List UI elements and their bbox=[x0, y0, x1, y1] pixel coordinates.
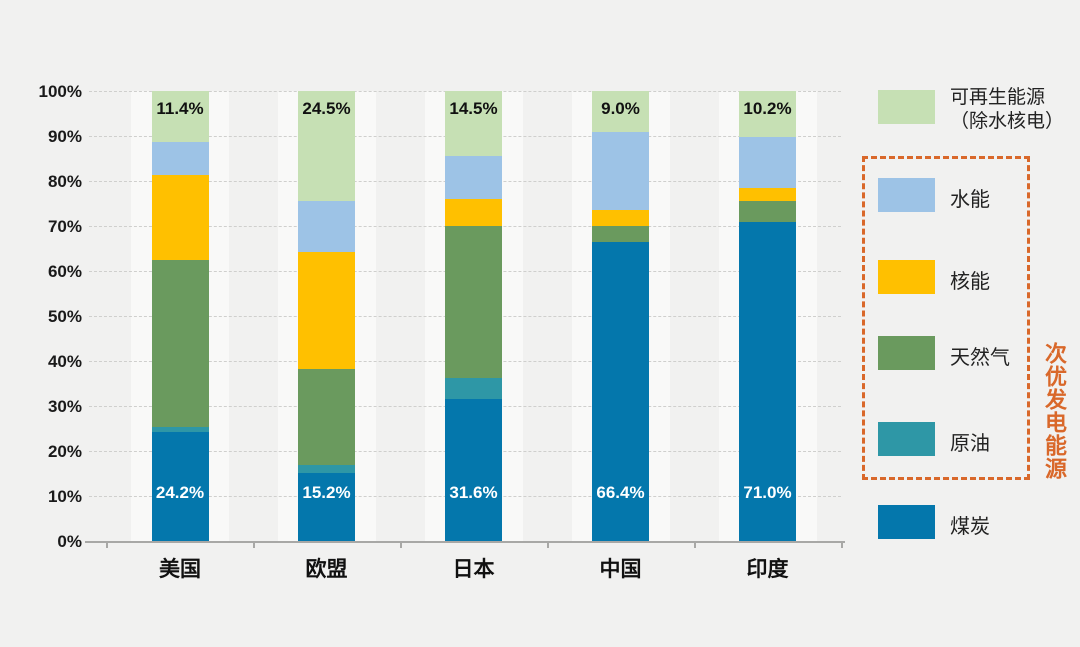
bar-segment-欧盟-核能 bbox=[298, 252, 355, 370]
bar-segment-欧盟-煤炭 bbox=[298, 472, 355, 541]
bar-segment-美国-核能 bbox=[151, 175, 209, 260]
plot-area: 11.4% 24.2% 24.5% 15.2% 14.5% 31.6% 9.0% 66.4% 1… bbox=[89, 91, 845, 541]
legend-swatch-hydro-icon bbox=[878, 178, 935, 212]
legend-label-coal: 煤炭 bbox=[950, 516, 990, 538]
legend-swatch-coal-icon bbox=[878, 505, 935, 539]
legend-label-gas: 天然气 bbox=[950, 347, 1010, 369]
x-axis-tick-3 bbox=[547, 541, 549, 548]
x-axis-tick-2 bbox=[400, 541, 402, 548]
y-axis-label-50: 50% bbox=[47, 307, 82, 326]
category-label-日本: 日本 bbox=[452, 558, 495, 581]
category-label-美国: 美国 bbox=[159, 558, 201, 581]
bar-segment-美国-可再生能源（除水核电） bbox=[151, 91, 209, 143]
bar-美国 bbox=[151, 91, 209, 541]
y-axis-label-70: 70% bbox=[47, 217, 82, 236]
y-axis-label-90: 90% bbox=[47, 127, 82, 146]
bar-欧盟 bbox=[298, 91, 355, 541]
bar-segment-欧盟-原油 bbox=[298, 464, 355, 473]
x-axis-line bbox=[85, 541, 845, 543]
bar-segment-中国-煤炭 bbox=[592, 242, 649, 541]
suboptimal-energy-group-label: 次优发电能源 bbox=[1042, 342, 1067, 480]
bar-segment-印度-天然气 bbox=[739, 201, 796, 222]
bar-segment-印度-煤炭 bbox=[739, 221, 796, 541]
suboptimal-energy-group-box bbox=[862, 156, 1030, 480]
y-axis-label-40: 40% bbox=[47, 352, 82, 371]
bar-segment-中国-核能 bbox=[592, 210, 649, 226]
bar-印度 bbox=[739, 91, 796, 541]
bar-日本 bbox=[445, 91, 502, 541]
x-axis-tick-0 bbox=[106, 541, 108, 548]
bar-segment-日本-可再生能源（除水核电） bbox=[445, 91, 502, 157]
x-axis-tick-4 bbox=[694, 541, 696, 548]
bar-segment-日本-原油 bbox=[445, 378, 502, 399]
bar-segment-美国-原油 bbox=[151, 427, 209, 433]
bar-中国 bbox=[592, 91, 649, 541]
bar-segment-日本-天然气 bbox=[445, 225, 502, 379]
bar-segment-日本-核能 bbox=[445, 198, 502, 226]
data-label-renewable-中国: 9.0% bbox=[601, 99, 640, 118]
y-axis-label-20: 20% bbox=[47, 442, 82, 461]
data-label-renewable-美国: 11.4% bbox=[156, 99, 204, 118]
data-label-renewable-欧盟: 24.5% bbox=[302, 99, 351, 118]
data-label-renewable-印度: 10.2% bbox=[743, 99, 792, 118]
y-axis-label-30: 30% bbox=[47, 397, 82, 416]
y-axis-label-10: 10% bbox=[47, 487, 82, 506]
legend-swatch-nuclear-icon bbox=[878, 260, 935, 294]
legend-label-renewable: 可再生能源 （除水核电） bbox=[950, 86, 1064, 134]
data-label-coal-印度: 71.0% bbox=[743, 483, 792, 502]
x-axis-tick-1 bbox=[253, 541, 255, 548]
y-axis-label-100: 100% bbox=[38, 82, 82, 101]
bar-segment-欧盟-水能 bbox=[298, 201, 355, 253]
x-axis-tick-5 bbox=[841, 541, 843, 548]
bar-segment-日本-水能 bbox=[445, 156, 502, 199]
legend-label-oil: 原油 bbox=[950, 433, 990, 455]
bar-segment-中国-可再生能源（除水核电） bbox=[592, 91, 649, 132]
data-label-renewable-日本: 14.5% bbox=[449, 99, 498, 118]
legend-label-hydro: 水能 bbox=[950, 189, 990, 211]
data-label-coal-美国: 24.2% bbox=[155, 483, 205, 502]
legend-swatch-renewable-icon bbox=[878, 90, 935, 124]
bar-segment-日本-煤炭 bbox=[445, 398, 502, 541]
data-label-coal-日本: 31.6% bbox=[449, 483, 498, 502]
category-label-印度: 印度 bbox=[746, 558, 789, 581]
legend-label-renewable-line2: （除水核电） bbox=[950, 111, 1065, 132]
y-axis-label-80: 80% bbox=[47, 172, 82, 191]
category-label-欧盟: 欧盟 bbox=[305, 558, 348, 581]
y-axis-label-0: 0% bbox=[57, 532, 82, 551]
y-axis-label-60: 60% bbox=[47, 262, 82, 281]
legend-swatch-oil-icon bbox=[878, 422, 935, 456]
bar-segment-欧盟-可再生能源（除水核电） bbox=[298, 91, 355, 202]
bar-segment-中国-天然气 bbox=[592, 226, 649, 243]
bar-segment-美国-煤炭 bbox=[151, 432, 209, 541]
legend-label-renewable-line1: 可再生能源 bbox=[950, 87, 1046, 108]
data-label-coal-欧盟: 15.2% bbox=[302, 483, 351, 502]
data-label-coal-中国: 66.4% bbox=[596, 483, 645, 502]
bar-segment-中国-水能 bbox=[592, 131, 649, 211]
legend-label-nuclear: 核能 bbox=[950, 271, 990, 293]
bar-segment-美国-天然气 bbox=[151, 259, 209, 428]
legend: 可再生能源 （除水核电） 次优发电能源 水能 核能 天然气 原油 煤炭 bbox=[860, 0, 1080, 647]
bar-segment-印度-核能 bbox=[739, 187, 796, 202]
legend-swatch-gas-icon bbox=[878, 336, 935, 370]
bar-segment-印度-水能 bbox=[739, 136, 796, 188]
bar-segment-美国-水能 bbox=[151, 142, 209, 176]
category-label-中国: 中国 bbox=[599, 558, 642, 581]
y-axis-tick-labels: 0% 10% 20% 30% 40% 50% 60% 70% 80% 90% 100% bbox=[8, 82, 82, 551]
bar-segment-欧盟-天然气 bbox=[298, 369, 355, 465]
bar-segment-印度-可再生能源（除水核电） bbox=[739, 91, 796, 137]
